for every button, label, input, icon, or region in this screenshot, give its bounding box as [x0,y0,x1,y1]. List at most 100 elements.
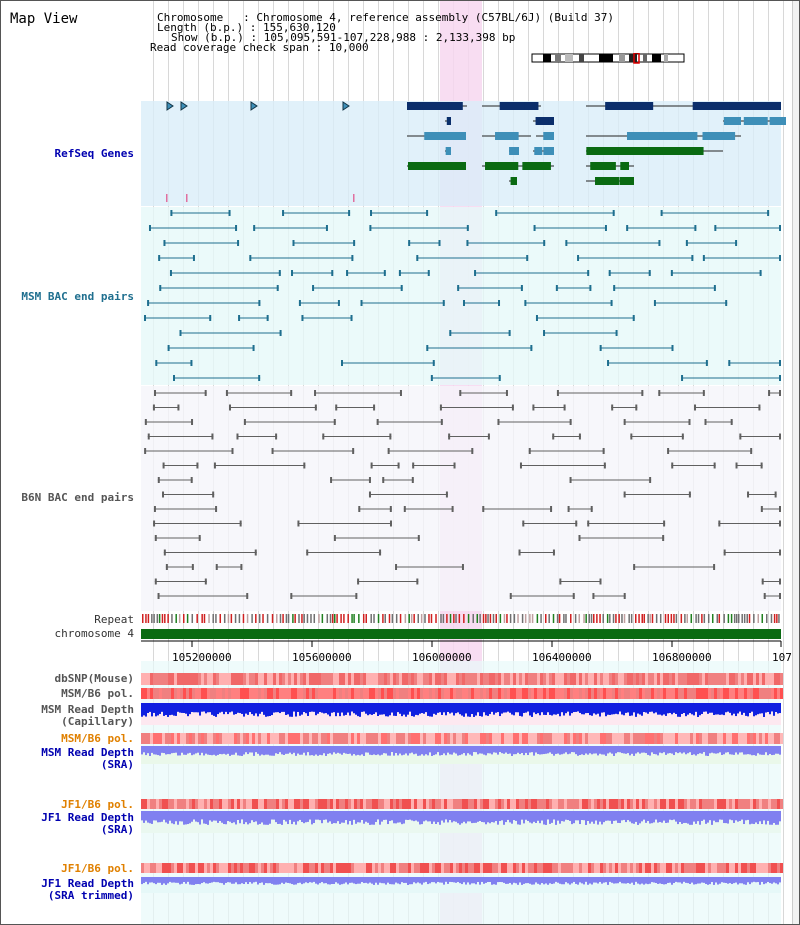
gene-feature[interactable] [422,102,449,110]
heat-cell [495,688,498,699]
depth-bar [761,811,763,825]
heat-cell [210,673,213,685]
depth-bar [259,746,261,756]
depth-bar [189,811,191,824]
gene-feature[interactable] [442,102,463,110]
depth-bar [597,703,599,714]
gene-feature[interactable] [626,132,660,140]
heat-cell [480,673,483,685]
gene-feature[interactable] [509,147,519,155]
heat-cell [522,673,525,685]
gene-feature[interactable] [180,101,188,111]
depth-bar [369,703,371,715]
depth-bar [393,703,395,716]
gene-feature[interactable] [534,147,543,155]
depth-bar [311,746,313,756]
gene-feature[interactable] [682,147,704,155]
gene-feature[interactable] [626,147,684,155]
repeat-mark [282,614,284,623]
gene-feature[interactable] [433,162,458,170]
heat-cell [219,863,222,873]
gene-feature[interactable] [250,101,258,111]
depth-bar [719,703,721,715]
gene-feature[interactable] [702,132,736,140]
heat-cell [561,733,564,744]
heat-cell [672,863,675,873]
depth-bar [705,811,707,824]
gene-feature[interactable] [522,162,551,170]
heat-cell [618,688,621,699]
gene-feature[interactable] [658,132,689,140]
gene-feature[interactable] [438,132,466,140]
heat-cell [537,863,540,873]
repeat-mark [667,614,669,623]
heat-cell [462,673,465,685]
gene-feature[interactable] [445,147,451,155]
gene-feature[interactable] [729,102,781,110]
depth-bar [659,877,661,884]
gene-feature[interactable] [540,117,551,125]
gene-feature[interactable] [431,132,444,140]
gene-feature[interactable] [605,102,654,110]
gene-feature[interactable] [485,162,516,170]
vertical-scrollbar[interactable] [792,1,799,924]
gene-feature[interactable] [495,132,514,140]
repeat-mark [743,614,746,623]
depth-bar [445,877,447,882]
depth-bar [215,811,217,821]
heat-cell [540,673,543,685]
heat-cell [687,863,690,873]
gene-feature[interactable] [543,132,554,140]
depth-bar [605,703,607,717]
gene-feature[interactable] [769,117,786,125]
heat-cell [549,673,552,685]
gene-feature[interactable] [692,102,738,110]
gene-feature[interactable] [729,117,739,125]
gene-feature[interactable] [723,117,734,125]
depth-bar [667,811,669,823]
msm-bac-track[interactable] [141,207,781,385]
depth-bar [437,746,439,753]
gene-feature[interactable] [506,132,519,140]
b6n-bac-track[interactable] [141,386,781,611]
heat-cell [474,688,477,699]
gene-feature[interactable] [415,162,447,170]
gene-feature[interactable] [342,101,350,111]
heat-cell [447,863,450,873]
heat-cell [741,673,744,685]
msm-bac-end [653,300,656,306]
depth-bar [197,877,199,885]
depth-bar [291,703,293,717]
depth-bar [507,811,509,820]
gene-feature[interactable] [446,117,451,125]
depth-bar [675,746,677,753]
depth-bar [533,703,535,713]
depth-bar [601,811,603,825]
gene-feature[interactable] [620,177,634,185]
heat-cell [351,673,354,685]
gene-feature[interactable] [586,147,645,155]
gene-feature[interactable] [499,102,525,110]
heat-cell [483,863,486,873]
depth-bar [539,746,541,755]
gene-feature[interactable] [591,162,613,170]
gene-feature[interactable] [166,101,174,111]
gene-feature[interactable] [620,162,630,170]
gene-feature[interactable] [510,177,517,185]
chromosome-ideogram[interactable] [529,53,689,65]
gene-feature[interactable] [544,147,554,155]
depth-bar [351,703,353,712]
gene-feature[interactable] [746,117,756,125]
gene-feature[interactable] [548,117,554,125]
gene-feature[interactable] [520,102,535,110]
depth-bar [683,877,685,882]
repeat-mark [196,614,198,623]
depth-bar [607,703,609,715]
depth-bar [241,811,243,820]
b6n-bac-end [215,506,218,512]
gene-feature[interactable] [599,177,620,185]
depth-bar [195,703,197,713]
heat-cell [309,863,312,873]
depth-bar [213,746,215,755]
